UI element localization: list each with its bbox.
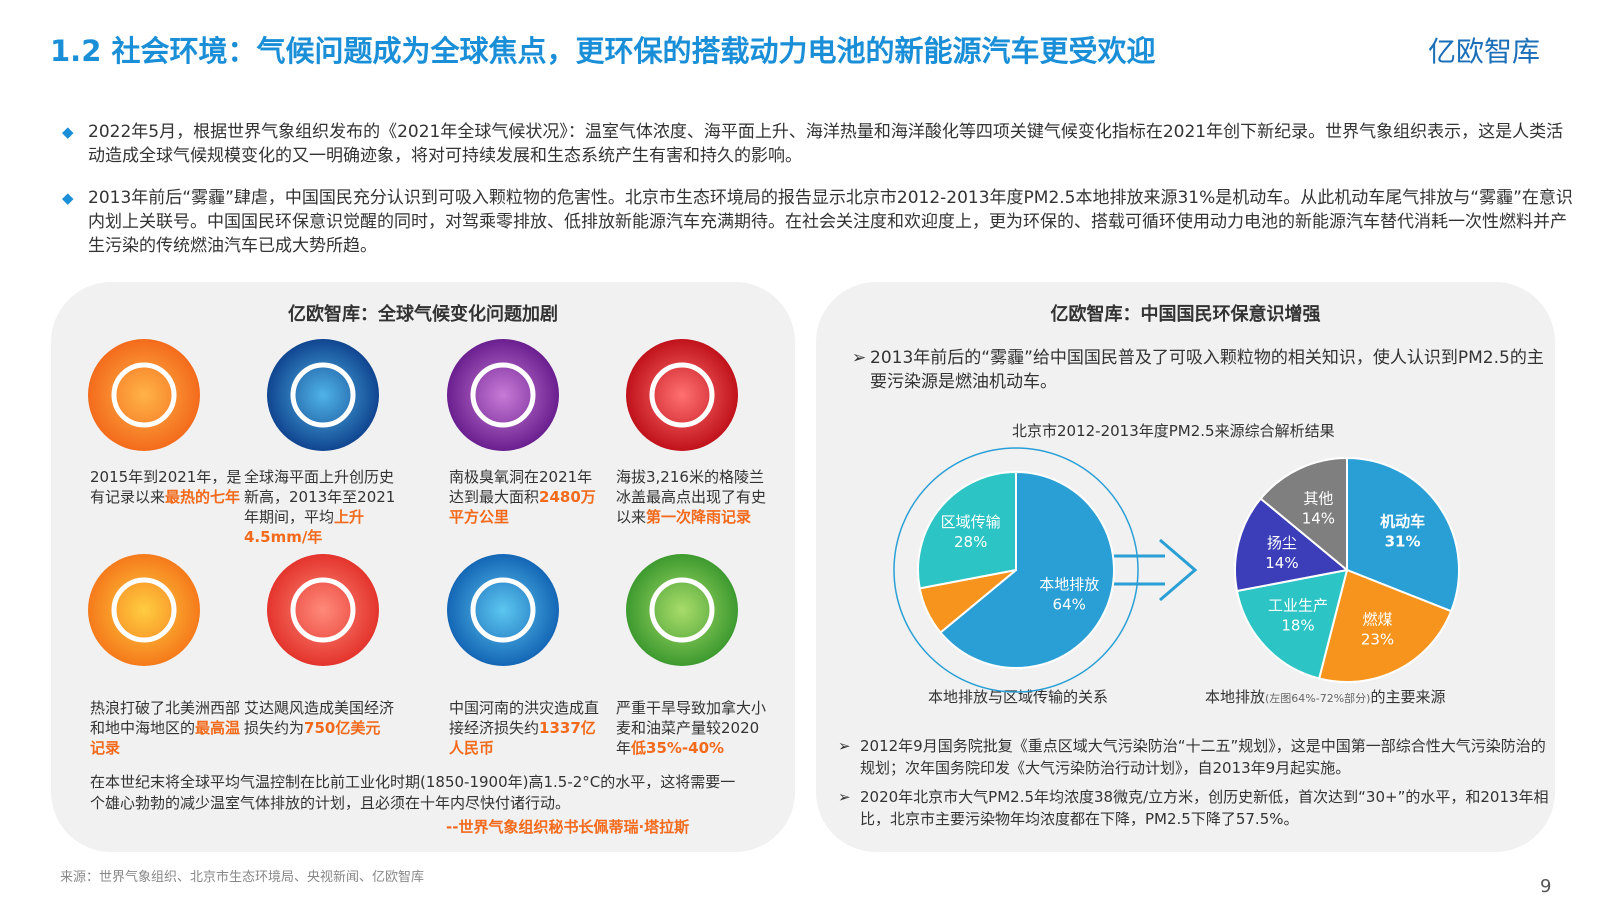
- slice-label: 扬尘: [1267, 534, 1297, 552]
- pie-slice: [1259, 456, 1348, 573]
- intro: ➢ 2013年前后的“雾霾”给中国国民普及了可吸入颗粒物的相关知识，使人认识到PM…: [852, 348, 1544, 392]
- bullet: 2013年前后“雾霾”肆虐，中国国民充分认识到可吸入颗粒物的危害性。北京市生态环…: [62, 186, 1578, 258]
- slice-label: 机动车: [1380, 513, 1425, 531]
- item-text: 艾达飓风造成美国经济损失约为750亿美元: [244, 698, 402, 738]
- caption-note: (左图64%-72%部分): [1265, 692, 1371, 705]
- item-body: 2015年到2021年，是有记录以来: [90, 468, 242, 506]
- item-body: 艾达飓风造成美国经济损失约为: [244, 699, 395, 737]
- pie-slice: [917, 470, 1017, 590]
- icon: [626, 554, 738, 666]
- item-body: 全球海平面上升创历史新高，2013年至2021年期间，平均: [244, 468, 396, 526]
- pie-slice: [939, 470, 1115, 669]
- slice-value: 31%: [1385, 533, 1421, 551]
- icon: [88, 339, 200, 451]
- slice-label: 其他: [1303, 490, 1333, 508]
- title: 1.2 社会环境：气候问题成为全球焦点，更环保的搭载动力电池的新能源汽车更受欢迎: [50, 34, 1156, 68]
- quote-author: --世界气象组织秘书长佩蒂瑞·塔拉斯: [446, 818, 690, 836]
- slice-label: 区域传输: [941, 513, 1001, 531]
- icon-detail: [649, 362, 715, 428]
- ring: [893, 447, 1139, 693]
- slice-label: 燃煤: [1363, 610, 1393, 628]
- bullet: 2022年5月，根据世界气象组织发布的《2021年全球气候状况》：温室气体浓度、…: [62, 120, 1578, 168]
- logo: 亿欧智库: [1428, 35, 1541, 68]
- slice-value: 23%: [1361, 630, 1394, 648]
- slice-value: 64%: [1053, 596, 1086, 614]
- slice-value: 18%: [1281, 617, 1314, 635]
- item-highlight: 第一次降雨记录: [646, 508, 752, 526]
- icon-detail: [111, 577, 177, 643]
- item-highlight: 2480万平方公里: [449, 488, 596, 526]
- note: ➢ 2012年9月国务院批复《重点区域大气污染防治“十二五”规划》，这是中国第一部…: [838, 737, 1546, 777]
- item-text: 南极臭氧洞在2021年达到最大面积2480万平方公里: [449, 467, 607, 527]
- pie-caption: 本地排放(左图64%-72%部分)的主要来源: [1205, 686, 1445, 710]
- quote: 在本世纪末将全球平均气温控制在比前工业化时期(1850-1900年)高1.5-2…: [90, 773, 736, 812]
- pie-slice: [1234, 497, 1350, 593]
- item-body: 热浪打破了北美洲西部和地中海地区的: [90, 699, 241, 737]
- slice-value: 14%: [1265, 554, 1298, 572]
- note: ➢ 2020年北京市大气PM2.5年均浓度38微克/立方米，创历史新低，首次达到“…: [838, 788, 1549, 828]
- caption: 的主要来源: [1370, 688, 1446, 706]
- icon: [267, 554, 379, 666]
- pie-caption: 本地排放与区域传输的关系: [928, 688, 1109, 706]
- icon: [88, 554, 200, 666]
- icon: [626, 339, 738, 451]
- slice-label: 工业生产: [1268, 597, 1328, 615]
- item-body: 中国河南的洪灾造成直接经济损失约: [449, 699, 600, 737]
- pie-slice: [1235, 568, 1349, 680]
- item-text: 海拔3,216米的格陵兰冰盖最高点出现了有史以来第一次降雨记录: [616, 467, 774, 527]
- item-text: 严重干旱导致加拿大小麦和油菜产量较2020年低35%-40%: [616, 698, 774, 758]
- source: 来源：世界气象组织、北京市生态环境局、央视新闻、亿欧智库: [60, 870, 425, 885]
- caption: 本地排放: [1205, 688, 1266, 706]
- slice-value: 28%: [954, 533, 987, 551]
- icon-detail: [290, 362, 356, 428]
- icon-detail: [470, 577, 536, 643]
- item-highlight: 低35%-40%: [631, 739, 725, 757]
- item-body: 海拔3,216米的格陵兰冰盖最高点出现了有史以来: [616, 468, 767, 526]
- item-highlight: 750亿美元: [304, 719, 381, 737]
- item-highlight: 最热的七年: [165, 488, 241, 506]
- slice-label: 本地排放: [1039, 576, 1099, 594]
- item-body: 南极臭氧洞在2021年达到最大面积: [449, 468, 593, 506]
- item-text: 热浪打破了北美洲西部和地中海地区的最高温记录: [90, 698, 248, 758]
- note-text: 2012年9月国务院批复《重点区域大气污染防治“十二五”规划》，这是中国第一部综…: [860, 737, 1546, 777]
- item-body: 严重干旱导致加拿大小麦和油菜产量较2020年: [616, 699, 767, 757]
- note-text: 2020年北京市大气PM2.5年均浓度38微克/立方米，创历史新低，首次达到“3…: [860, 788, 1549, 828]
- item-highlight: 最高温记录: [90, 719, 241, 757]
- item-text: 2015年到2021年，是有记录以来最热的七年: [90, 467, 248, 507]
- item-text: 全球海平面上升创历史新高，2013年至2021年期间，平均上升4.5mm/年: [244, 467, 402, 547]
- icon: [267, 339, 379, 451]
- slice-value: 14%: [1302, 510, 1335, 528]
- arrow: [1110, 538, 1198, 602]
- icon: [447, 339, 559, 451]
- pie-slice: [1317, 568, 1453, 683]
- icon-detail: [111, 362, 177, 428]
- page-number: 9: [1540, 876, 1552, 897]
- pie-slice: [1346, 456, 1460, 613]
- item-text: 中国河南的洪灾造成直接经济损失约1337亿人民币: [449, 698, 607, 758]
- item-highlight: 1337亿人民币: [449, 719, 596, 757]
- panel-title: 亿欧智库：全球气候变化问题加剧: [288, 304, 558, 325]
- icon: [447, 554, 559, 666]
- icon-detail: [470, 362, 536, 428]
- item-highlight: 上升4.5mm/年: [244, 508, 365, 546]
- chart-title: 北京市2012-2013年度PM2.5来源综合解析结果: [1012, 422, 1335, 440]
- intro-text: 2013年前后的“雾霾”给中国国民普及了可吸入颗粒物的相关知识，使人认识到PM2…: [870, 348, 1544, 392]
- panel-title: 亿欧智库：中国国民环保意识增强: [1050, 304, 1321, 325]
- icon-detail: [290, 577, 356, 643]
- icon-detail: [649, 577, 715, 643]
